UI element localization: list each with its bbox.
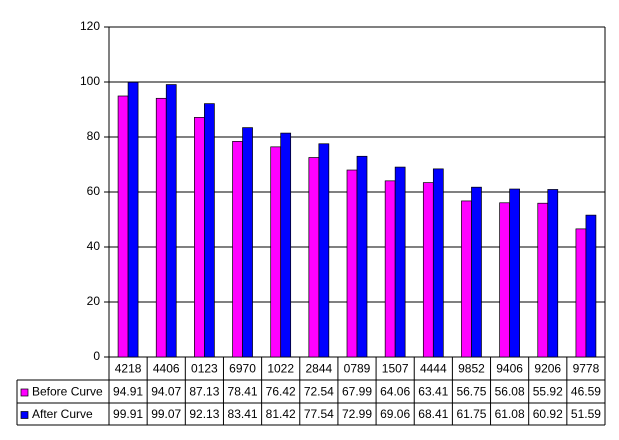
table-value: 61.75 (456, 407, 486, 421)
bar (165, 84, 177, 358)
table-value: 63.41 (418, 385, 448, 399)
x-tick-label: 9778 (573, 362, 600, 376)
table-value: 69.06 (380, 407, 410, 421)
table-value: 87.13 (189, 385, 219, 399)
y-tick-label: 20 (87, 294, 101, 308)
table-value: 68.41 (418, 407, 448, 421)
table-value: 56.75 (456, 385, 486, 399)
x-tick-label: 6970 (229, 362, 256, 376)
table-value: 77.54 (304, 407, 334, 421)
x-tick-label: 0123 (191, 362, 218, 376)
bar (394, 166, 406, 358)
bar (155, 97, 167, 358)
table-value: 99.07 (151, 407, 181, 421)
x-tick-label: 1022 (267, 362, 294, 376)
bar (242, 127, 253, 358)
x-tick-label: 4406 (153, 362, 180, 376)
bar (270, 146, 282, 358)
bar (232, 141, 243, 358)
bar (318, 143, 330, 358)
legend-label: After Curve (32, 407, 93, 421)
table-value: 67.99 (342, 385, 372, 399)
bar (461, 200, 472, 358)
table-value: 76.42 (266, 385, 296, 399)
table-value: 94.91 (113, 385, 143, 399)
table-value: 92.13 (189, 407, 219, 421)
table-value: 94.07 (151, 385, 181, 399)
table-value: 60.92 (533, 407, 563, 421)
bar (537, 202, 549, 358)
bar (509, 188, 520, 358)
table-value: 78.41 (228, 385, 258, 399)
y-tick-label: 80 (87, 129, 101, 143)
legend-label: Before Curve (32, 385, 103, 399)
bar (346, 169, 358, 358)
x-tick-label: 9406 (496, 362, 523, 376)
bar (280, 132, 292, 358)
table-value: 61.08 (495, 407, 525, 421)
legend-key (20, 411, 29, 419)
bar (575, 228, 587, 358)
x-tick-label: 9206 (534, 362, 561, 376)
bar (194, 117, 205, 358)
x-tick-label: 9852 (458, 362, 485, 376)
x-tick-label: 4444 (420, 362, 447, 376)
table-value: 72.54 (304, 385, 334, 399)
bar (432, 168, 444, 358)
table-value: 46.59 (571, 385, 601, 399)
table-value: 55.92 (533, 385, 563, 399)
bar (471, 186, 482, 358)
bar (117, 95, 129, 358)
bar (547, 189, 559, 358)
y-tick-label: 0 (93, 349, 100, 363)
y-tick-label: 40 (87, 239, 101, 253)
bar (585, 214, 597, 358)
table-value: 99.91 (113, 407, 143, 421)
bar (499, 202, 510, 358)
bar (204, 103, 215, 358)
bar (127, 81, 139, 358)
table-value: 81.42 (266, 407, 296, 421)
x-tick-label: 4218 (115, 362, 142, 376)
x-tick-label: 0789 (344, 362, 371, 376)
y-tick-label: 100 (80, 74, 100, 88)
x-tick-label: 2844 (305, 362, 332, 376)
bar (422, 182, 434, 358)
bar (308, 157, 320, 358)
y-tick-label: 120 (80, 19, 100, 33)
y-tick-label: 60 (87, 184, 101, 198)
table-value: 64.06 (380, 385, 410, 399)
x-tick-label: 1507 (382, 362, 409, 376)
bar (384, 180, 396, 358)
table-value: 83.41 (228, 407, 258, 421)
legend-key (20, 388, 29, 397)
table-value: 56.08 (495, 385, 525, 399)
bar (356, 155, 368, 358)
table-value: 51.59 (571, 407, 601, 421)
table-value: 72.99 (342, 407, 372, 421)
